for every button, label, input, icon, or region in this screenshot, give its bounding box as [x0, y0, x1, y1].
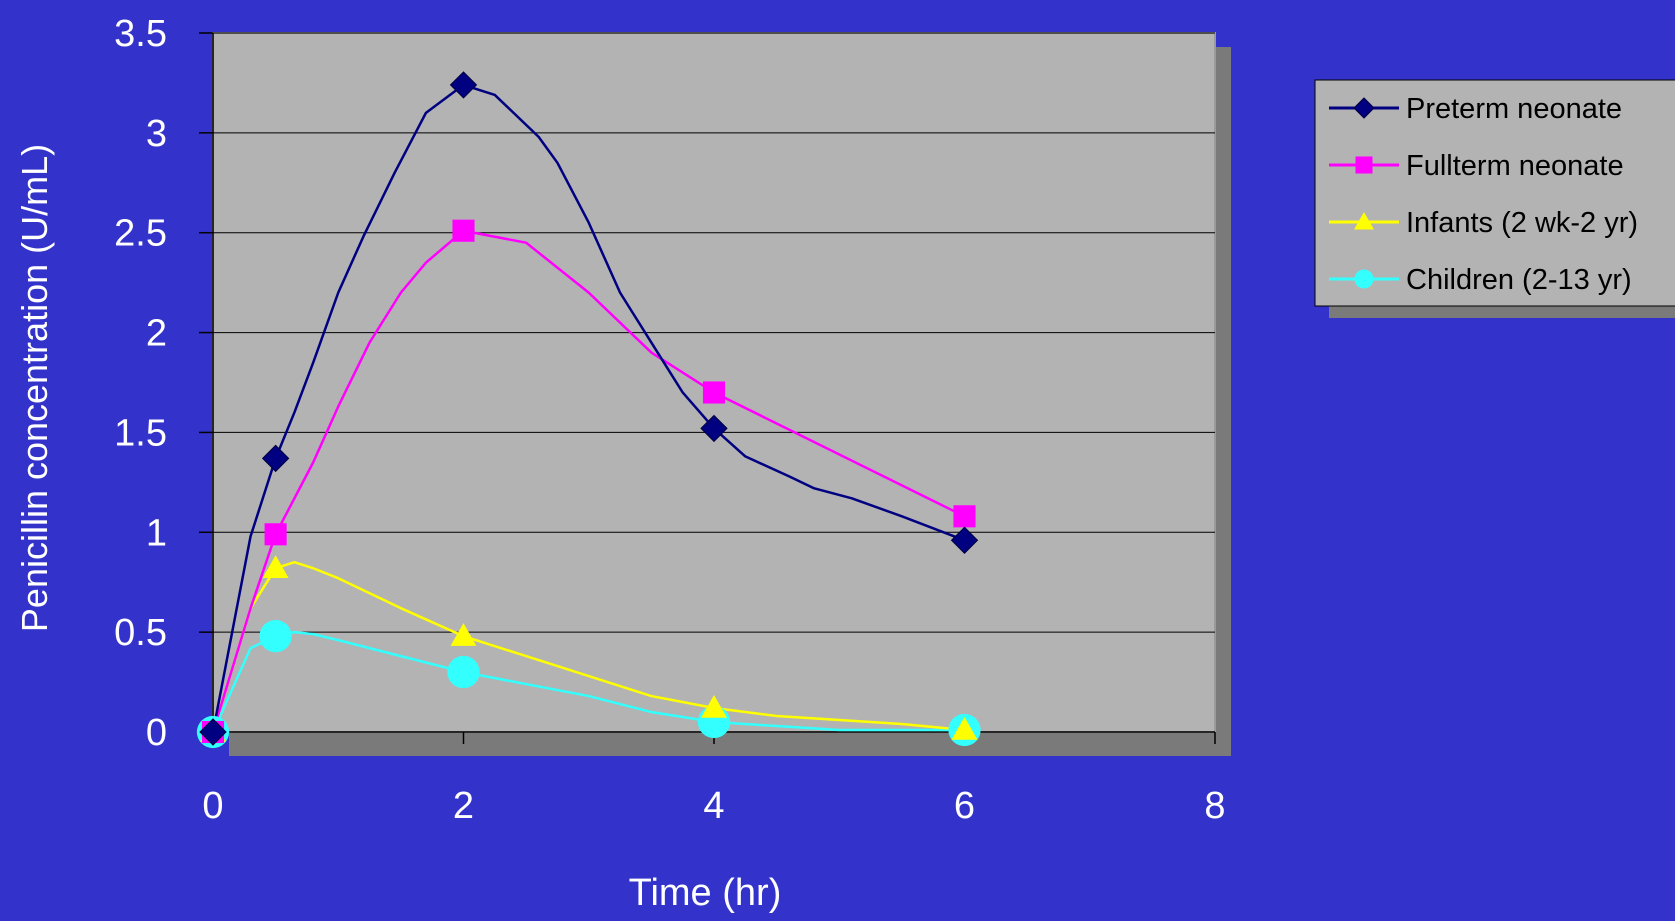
x-tick-label: 0	[202, 785, 223, 827]
y-tick-label: 1	[146, 512, 167, 554]
x-tick-label: 2	[453, 785, 474, 827]
y-tick-label: 0.5	[114, 612, 167, 654]
legend-box	[1314, 79, 1675, 307]
series-line-2	[211, 560, 965, 733]
y-tick-label: 1.5	[114, 412, 167, 454]
series-markers	[196, 71, 981, 749]
data-point-circle	[447, 655, 480, 689]
data-point-diamond	[199, 718, 227, 746]
data-point-diamond	[700, 414, 728, 443]
data-point-square	[452, 219, 475, 242]
legend-label: Fullterm neonate	[1406, 150, 1624, 182]
legend-label: Preterm neonate	[1406, 93, 1622, 125]
x-tick-label: 4	[703, 785, 724, 827]
legend: Preterm neonate Fullterm neonate Infants (…	[1314, 79, 1675, 318]
data-point-triangle	[262, 555, 289, 578]
data-point-circle	[259, 619, 292, 653]
data-point-square	[953, 505, 976, 528]
legend-marker-diamond	[1353, 97, 1375, 119]
data-point-triangle	[701, 695, 727, 718]
y-tick-label: 0	[146, 712, 167, 754]
series-line-1	[211, 229, 966, 733]
legend-marker-square	[1355, 156, 1373, 174]
legend-marker-circle	[1354, 269, 1374, 289]
data-point-diamond	[261, 444, 290, 473]
axes: 0 0.5 1 1.5 2 2.5 3 3.5 0 2 4 6 8	[114, 13, 1225, 827]
y-tick-label: 2.5	[114, 213, 167, 255]
data-point-triangle	[951, 717, 978, 740]
legend-label: Infants (2 wk-2 yr)	[1406, 207, 1638, 239]
y-tick-label: 3	[146, 113, 167, 155]
data-point-square	[264, 523, 287, 546]
data-point-diamond	[449, 71, 478, 99]
x-tick-label: 8	[1204, 785, 1225, 827]
legend-label: Children (2-13 yr)	[1406, 264, 1632, 296]
series-line-0	[211, 83, 965, 733]
x-axis-label: Time (hr)	[629, 872, 782, 914]
y-axis-label: Penicillin concentration (U/mL)	[14, 144, 55, 632]
x-tick-label: 6	[954, 785, 975, 827]
y-tick-label: 3.5	[114, 13, 167, 55]
data-point-triangle	[450, 623, 477, 646]
legend-marker-triangle	[1354, 212, 1374, 230]
y-tick-label: 2	[146, 313, 167, 355]
data-point-diamond	[950, 526, 979, 554]
data-point-square	[702, 381, 726, 404]
